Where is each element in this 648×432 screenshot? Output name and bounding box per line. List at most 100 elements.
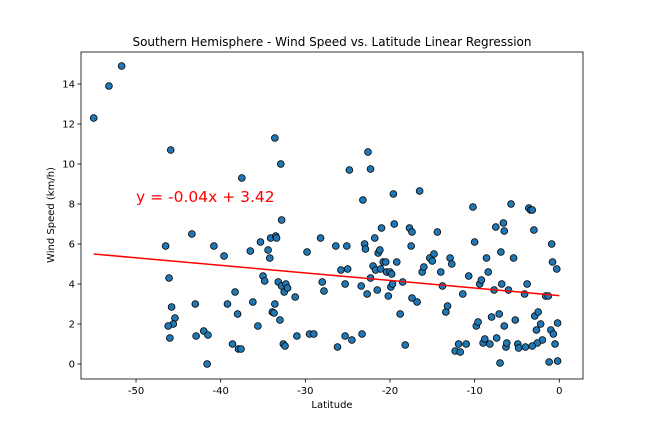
data-point: [316, 234, 325, 242]
data-point: [384, 292, 393, 300]
data-point: [454, 340, 463, 348]
y-tick-label: 4: [69, 280, 75, 291]
data-point: [390, 220, 399, 228]
data-point: [166, 334, 174, 342]
data-point: [89, 114, 98, 122]
data-point: [492, 223, 500, 231]
data-point: [361, 245, 370, 253]
data-point: [254, 322, 262, 330]
data-point: [341, 280, 349, 288]
data-point: [373, 286, 382, 294]
data-point: [507, 200, 515, 208]
data-point: [469, 203, 477, 211]
data-point: [343, 242, 351, 250]
data-point: [231, 288, 239, 296]
data-point: [503, 339, 511, 347]
y-tick-label: 12: [62, 120, 75, 131]
plot-frame: [80, 51, 584, 380]
data-point: [392, 258, 401, 266]
x-tick-label: -30: [297, 386, 313, 397]
data-point: [256, 238, 265, 246]
data-point: [495, 310, 503, 318]
y-tick-label: 6: [69, 240, 75, 251]
data-point: [204, 331, 212, 339]
data-point: [536, 320, 545, 328]
data-point: [363, 290, 371, 298]
data-point: [521, 343, 530, 351]
data-point: [343, 265, 352, 273]
data-point: [447, 260, 456, 268]
data-point: [480, 335, 489, 343]
x-axis-label: Latitude: [311, 400, 352, 411]
data-point: [320, 287, 328, 295]
points-layer: [89, 62, 562, 368]
data-point: [281, 342, 289, 350]
data-point: [492, 334, 501, 342]
chart-title: Southern Hemisphere - Wind Speed vs. Lat…: [132, 35, 531, 49]
data-point: [341, 332, 349, 340]
data-point: [389, 190, 398, 198]
data-point: [238, 174, 246, 182]
data-point: [534, 308, 542, 316]
data-point: [318, 278, 327, 286]
data-point: [470, 238, 479, 246]
y-tick-label: 8: [69, 200, 75, 211]
regression-equation: y = -0.04x + 3.42: [136, 188, 275, 206]
data-point: [364, 148, 372, 156]
data-point: [413, 298, 421, 306]
regression-line: [93, 253, 560, 297]
data-point: [228, 340, 237, 348]
regression-layer: [93, 253, 560, 297]
data-point: [523, 280, 531, 288]
data-point: [370, 234, 379, 242]
data-point: [497, 248, 505, 256]
x-tick-label: -20: [382, 386, 398, 397]
data-point: [408, 228, 416, 236]
data-point: [246, 247, 255, 255]
y-tick-label: 14: [62, 80, 75, 91]
data-point: [272, 234, 281, 242]
y-axis-ticks: 0 2 4 6 8 10 12 14: [62, 80, 81, 371]
data-point: [233, 310, 242, 318]
data-point: [464, 272, 473, 280]
x-axis-ticks: -50 -40 -30 -20 -10 0: [128, 379, 562, 397]
data-point: [497, 280, 506, 288]
data-point: [487, 313, 496, 321]
x-tick-label: -50: [128, 386, 144, 397]
data-point: [105, 82, 113, 90]
data-point: [223, 300, 232, 308]
data-point: [548, 258, 557, 266]
data-point: [482, 254, 491, 262]
data-point: [376, 265, 385, 273]
data-point: [357, 282, 366, 290]
data-point: [401, 341, 410, 349]
data-point: [477, 276, 486, 284]
data-point: [166, 146, 175, 154]
data-point: [456, 348, 465, 356]
x-tick-label: 0: [556, 386, 562, 397]
data-point: [396, 310, 404, 318]
data-point: [309, 330, 318, 338]
data-point: [530, 226, 538, 234]
data-point: [408, 294, 416, 302]
data-point: [277, 216, 286, 224]
y-axis-label: Wind Speed (km/h): [46, 167, 57, 263]
data-point: [484, 268, 492, 276]
data-point: [264, 246, 272, 254]
x-tick-label: -40: [213, 386, 229, 397]
data-point: [348, 336, 356, 344]
data-point: [271, 300, 279, 308]
data-point: [276, 316, 284, 324]
data-point: [381, 258, 390, 266]
data-point: [496, 359, 504, 367]
data-point: [366, 165, 375, 173]
data-point: [462, 340, 470, 348]
data-point: [345, 166, 354, 174]
data-point: [358, 330, 366, 338]
data-point: [500, 227, 509, 235]
data-point: [237, 345, 245, 353]
data-point: [249, 298, 257, 306]
data-point: [265, 254, 274, 262]
data-point: [260, 277, 269, 285]
